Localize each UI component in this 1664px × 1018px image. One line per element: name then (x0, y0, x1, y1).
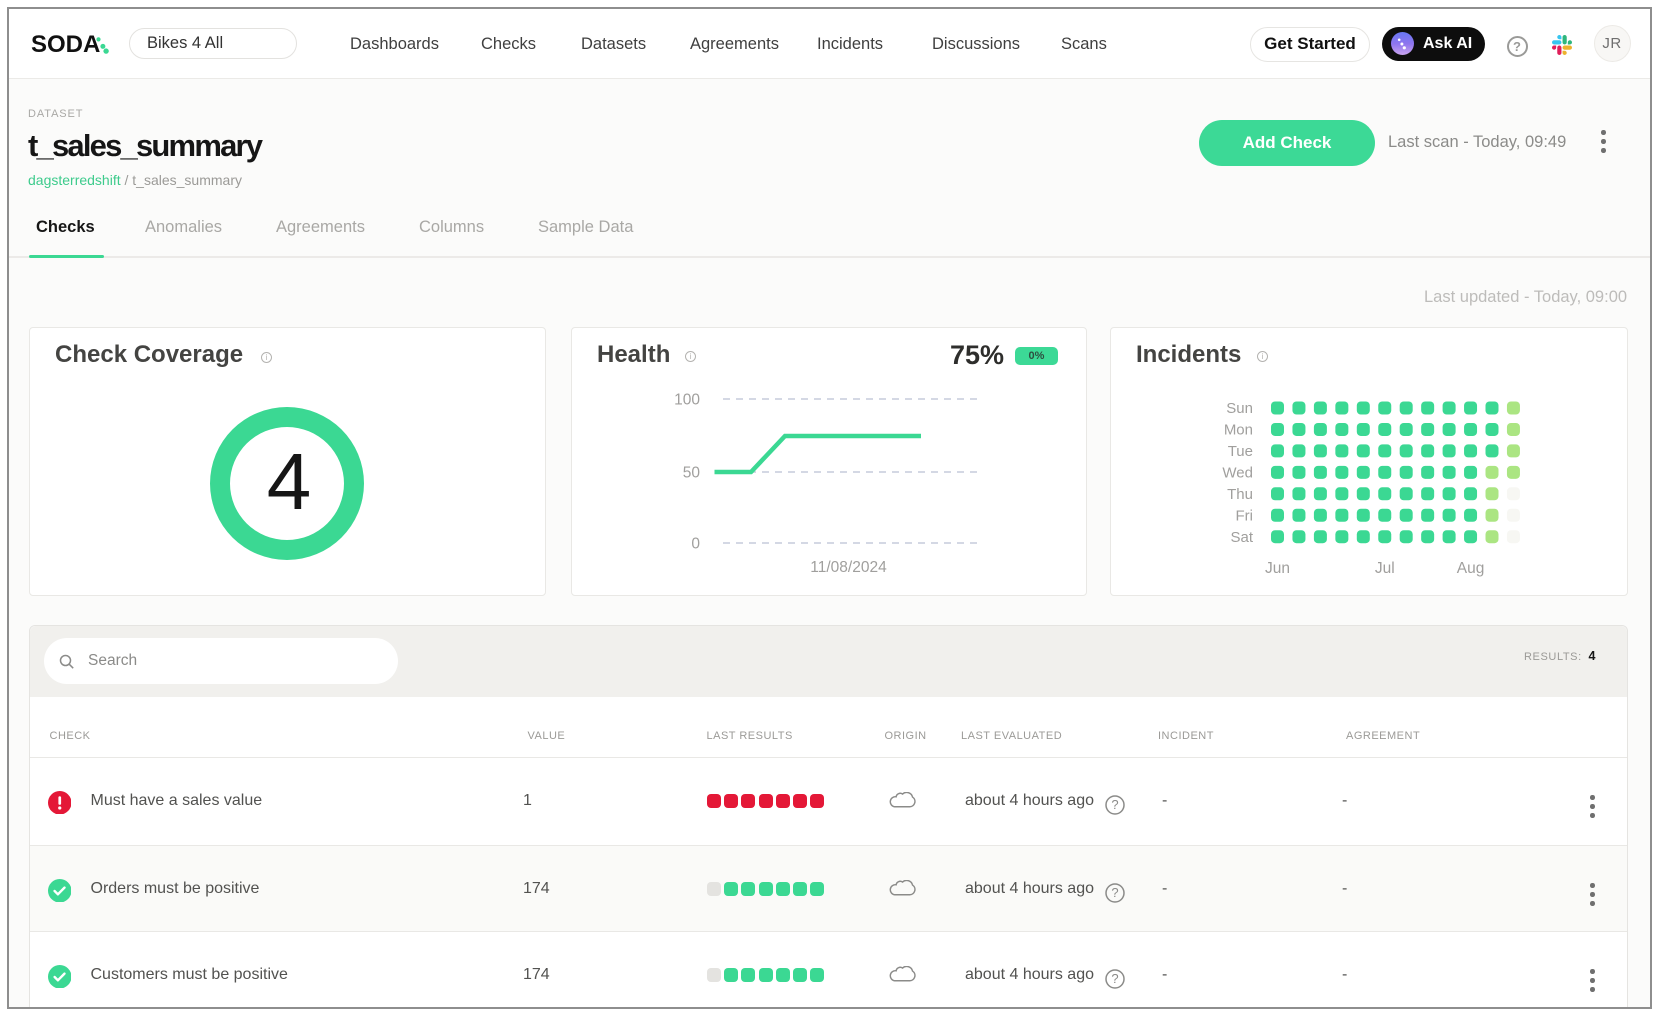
svg-text:Fri: Fri (1236, 507, 1254, 524)
svg-text:11/08/2024: 11/08/2024 (810, 559, 887, 576)
svg-text:100: 100 (674, 392, 700, 409)
svg-text:50: 50 (683, 465, 701, 482)
svg-text:?: ? (1112, 797, 1119, 812)
svg-text:Mon: Mon (1224, 422, 1253, 439)
svg-text:?: ? (1112, 885, 1119, 900)
svg-text:Sun: Sun (1226, 400, 1253, 417)
svg-text:Jun: Jun (1265, 560, 1290, 577)
svg-text:0: 0 (691, 536, 700, 553)
svg-text:Jul: Jul (1375, 560, 1395, 577)
svg-text:Tue: Tue (1228, 443, 1253, 460)
svg-text:Sat: Sat (1230, 529, 1253, 546)
svg-text:Wed: Wed (1222, 465, 1253, 482)
svg-text:Aug: Aug (1457, 560, 1485, 577)
svg-text:?: ? (1112, 971, 1119, 986)
svg-text:Thu: Thu (1227, 486, 1253, 503)
